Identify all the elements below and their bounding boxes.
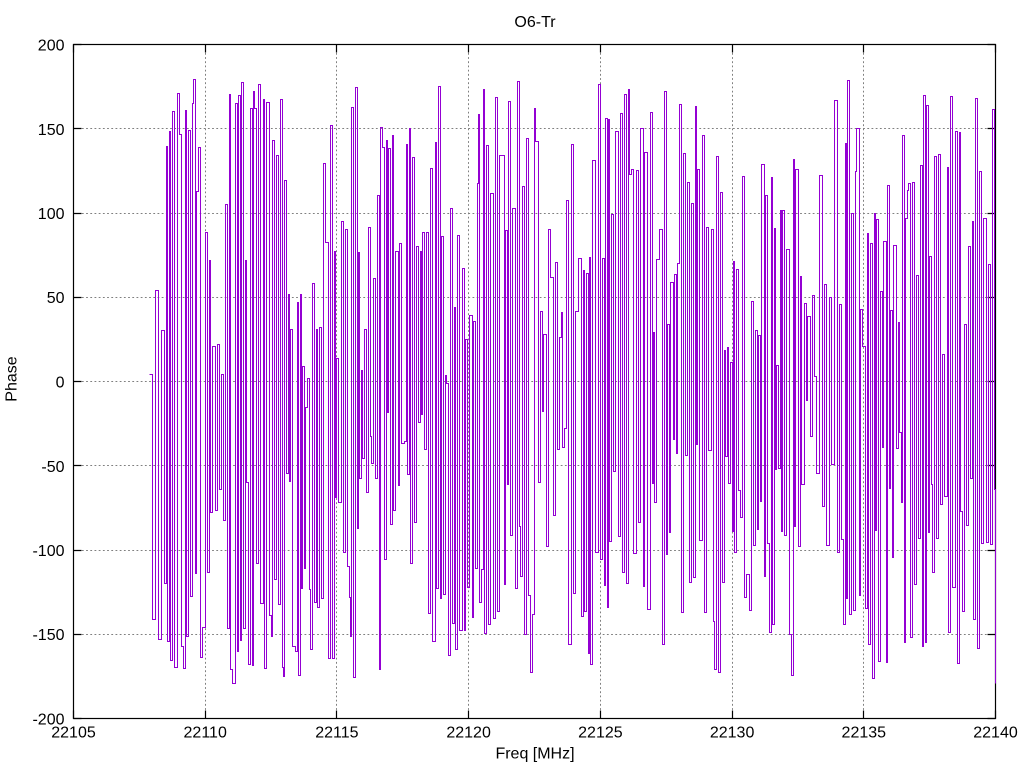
svg-text:22115: 22115 [315, 725, 358, 742]
svg-text:22130: 22130 [710, 725, 755, 742]
svg-text:22105: 22105 [51, 725, 96, 742]
svg-text:O6-Tr: O6-Tr [514, 14, 556, 31]
svg-text:100: 100 [38, 206, 65, 223]
svg-text:-100: -100 [32, 543, 64, 560]
svg-text:22140: 22140 [973, 725, 1018, 742]
svg-text:0: 0 [56, 375, 65, 392]
svg-text:200: 200 [38, 38, 65, 55]
svg-text:-150: -150 [32, 627, 64, 644]
svg-text:50: 50 [47, 290, 65, 307]
svg-text:22120: 22120 [446, 725, 491, 742]
svg-text:Phase: Phase [4, 356, 21, 401]
svg-text:-200: -200 [32, 712, 64, 729]
svg-text:150: 150 [38, 122, 65, 139]
svg-text:22125: 22125 [578, 725, 623, 742]
svg-text:22110: 22110 [184, 725, 227, 742]
svg-text:22135: 22135 [842, 725, 887, 742]
svg-text:Freq [MHz]: Freq [MHz] [495, 746, 574, 763]
svg-text:-50: -50 [41, 459, 64, 476]
